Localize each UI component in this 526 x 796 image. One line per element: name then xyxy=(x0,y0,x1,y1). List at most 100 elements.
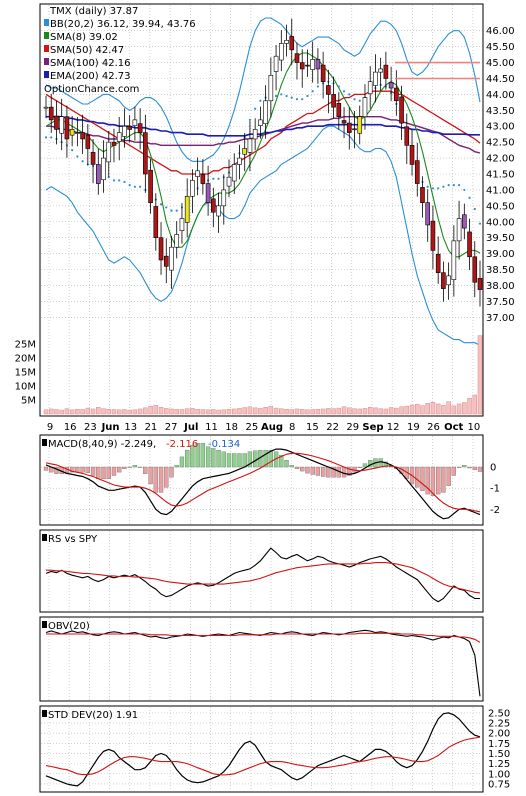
candle-body xyxy=(446,275,451,286)
volume-bar xyxy=(190,408,195,415)
volume-bar xyxy=(231,408,237,415)
candle-body xyxy=(341,120,347,124)
price-legend: TMX (daily) 37.87 BB(20,2) 36.12, 39.94,… xyxy=(44,6,196,95)
macd-histogram-bar xyxy=(153,466,158,493)
volume-bar xyxy=(315,408,321,415)
obv-label: OBV(20) xyxy=(42,621,90,632)
candle-body xyxy=(59,116,64,134)
macd-line xyxy=(45,448,481,520)
macd-histogram-bar xyxy=(69,466,75,473)
candle-body xyxy=(137,123,143,133)
bb-middle-dot xyxy=(478,222,482,225)
bb-middle-dot xyxy=(71,149,74,152)
bb-middle-dot xyxy=(175,209,178,212)
macd-histogram-bar xyxy=(357,466,362,468)
legend-swatch-sma8 xyxy=(44,32,49,39)
bb-middle-dot xyxy=(295,98,299,101)
macd-histogram-bar xyxy=(284,460,289,468)
macd-histogram-bar xyxy=(127,466,132,468)
volume-bar xyxy=(90,408,96,415)
candle-body xyxy=(336,103,342,117)
volume-bar xyxy=(320,408,326,415)
rs-label-text: RS vs SPY xyxy=(48,534,98,545)
volume-bar xyxy=(75,408,80,415)
volume-bar xyxy=(441,405,446,415)
volume-bar xyxy=(446,401,451,415)
macd-hist-value: -0.134 xyxy=(208,439,240,450)
macd-histogram-bar xyxy=(148,466,153,485)
bb-middle-dot xyxy=(133,185,136,188)
volume-bar xyxy=(310,409,315,415)
macd-histogram-bar xyxy=(441,466,446,493)
candle-body xyxy=(299,62,305,70)
macd-tick-label: -1 xyxy=(490,484,500,495)
macd-histogram-bar xyxy=(174,465,179,468)
macd-histogram-bar xyxy=(43,466,49,471)
price-tick-label: 44.00 xyxy=(486,90,515,101)
macd-histogram-bar xyxy=(415,466,420,488)
macd-histogram-bar xyxy=(331,466,336,478)
volume-bar xyxy=(80,409,85,415)
volume-bar xyxy=(106,408,111,415)
volume-bar xyxy=(294,408,300,415)
price-tick-label: 39.00 xyxy=(486,249,515,260)
bb-middle-dot xyxy=(248,118,252,121)
candle-body xyxy=(315,59,321,70)
volume-tick-label: 5M xyxy=(21,396,36,407)
bb-middle-dot xyxy=(426,185,429,188)
bb-middle-dot xyxy=(212,177,215,180)
macd-histogram-bar xyxy=(268,449,273,468)
sma8-line xyxy=(45,52,481,258)
volume-bar xyxy=(195,408,200,415)
candle-body xyxy=(85,134,91,149)
bb-middle-dot xyxy=(280,93,283,96)
volume-bar xyxy=(273,407,279,415)
candle-body xyxy=(200,174,206,184)
candle-body xyxy=(352,128,357,131)
x-tick-label: 26 xyxy=(427,422,440,433)
candle-body xyxy=(80,132,85,140)
candle-body xyxy=(310,59,315,70)
candle-body xyxy=(132,119,138,126)
macd-histogram-bar xyxy=(446,466,451,486)
macd-histogram-bar xyxy=(117,466,122,473)
macd-histogram-bar xyxy=(169,466,174,478)
candle-body xyxy=(394,87,399,102)
volume-bar xyxy=(477,335,483,415)
candle-body xyxy=(383,64,389,79)
macd-histogram-bar xyxy=(305,466,310,474)
bb-middle-dot xyxy=(447,184,450,187)
candle-body xyxy=(237,157,242,165)
macd-histogram-bar xyxy=(347,466,352,476)
candle-body xyxy=(346,122,352,133)
volume-bar xyxy=(211,409,216,415)
volume-tick-label: 20M xyxy=(15,354,36,365)
volume-bar xyxy=(399,406,404,415)
candle-body xyxy=(184,195,190,223)
x-tick-label: 9 xyxy=(47,422,53,433)
macd-histogram-bar xyxy=(263,449,268,468)
x-tick-label: Aug xyxy=(261,422,283,433)
price-tick-label: 37.00 xyxy=(486,313,515,324)
macd-signal-value: -2.116 xyxy=(166,439,198,450)
volume-bar xyxy=(409,404,415,415)
candle-body xyxy=(174,234,180,248)
macd-histogram-bar xyxy=(205,446,211,468)
macd-histogram-bar xyxy=(80,466,85,473)
bb-middle-dot xyxy=(76,155,79,158)
volume-bar xyxy=(137,408,143,415)
volume-bar xyxy=(362,408,368,415)
volume-bar xyxy=(299,408,305,415)
candle-body xyxy=(409,145,415,165)
candle-body xyxy=(467,231,472,258)
volume-bar xyxy=(43,409,49,415)
stddev-tick-label: 2.00 xyxy=(488,729,510,740)
stddev-panel xyxy=(39,705,484,793)
bb-middle-dot xyxy=(437,187,440,190)
volume-bar xyxy=(268,405,274,415)
macd-histogram-bar xyxy=(232,453,237,468)
macd-histogram-bar xyxy=(430,466,436,496)
volume-bar xyxy=(331,408,336,415)
stddev-tick-label: 1.00 xyxy=(488,769,510,780)
